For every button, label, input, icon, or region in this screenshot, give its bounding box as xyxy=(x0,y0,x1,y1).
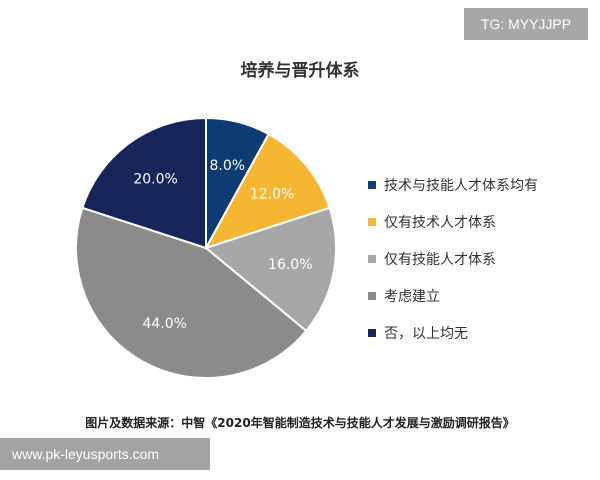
legend-label: 否，以上均无 xyxy=(384,325,468,342)
pie-slice-label-5: 20.0% xyxy=(133,172,177,188)
legend-label: 仅有技能人才体系 xyxy=(384,251,496,268)
legend-item: 仅有技术人才体系 xyxy=(368,203,538,240)
pie-slice-label-3: 16.0% xyxy=(268,257,312,273)
legend-item: 仅有技能人才体系 xyxy=(368,240,538,277)
legend-label: 仅有技术人才体系 xyxy=(384,214,496,231)
chart-legend: 技术与技能人才体系均有 仅有技术人才体系 仅有技能人才体系 考虑建立否，以上均无 xyxy=(368,166,538,351)
tg-badge: TG: MYYJJPP xyxy=(464,8,588,40)
pie-slice-3 xyxy=(203,206,337,333)
legend-label: 技术与技能人才体系均有 xyxy=(384,177,538,194)
pie-slice-label-1: 8.0% xyxy=(210,158,246,174)
pie-slice-2 xyxy=(203,132,331,250)
chart-title: 培养与晋升体系 xyxy=(240,61,360,81)
watermark-banner: www.pk-leyusports.com xyxy=(0,438,210,470)
legend-swatch xyxy=(368,254,376,263)
legend-swatch xyxy=(368,291,376,300)
legend-swatch xyxy=(368,217,376,226)
pie-slice-label-2: 12.0% xyxy=(250,186,294,202)
legend-label: 考虑建立 xyxy=(384,288,440,305)
pie-slice-4 xyxy=(75,206,308,380)
source-note: 图片及数据来源：中智《2020年智能制造技术与技能人才发展与激励调研报告》 xyxy=(85,416,515,430)
legend-item: 考虑建立 xyxy=(368,277,538,314)
pie-slice-label-4: 44.0% xyxy=(142,316,186,332)
legend-item: 否，以上均无 xyxy=(368,314,538,351)
legend-item: 技术与技能人才体系均有 xyxy=(368,166,538,203)
legend-swatch xyxy=(368,180,376,189)
pie-slice-5 xyxy=(81,116,207,250)
legend-swatch xyxy=(368,328,376,337)
